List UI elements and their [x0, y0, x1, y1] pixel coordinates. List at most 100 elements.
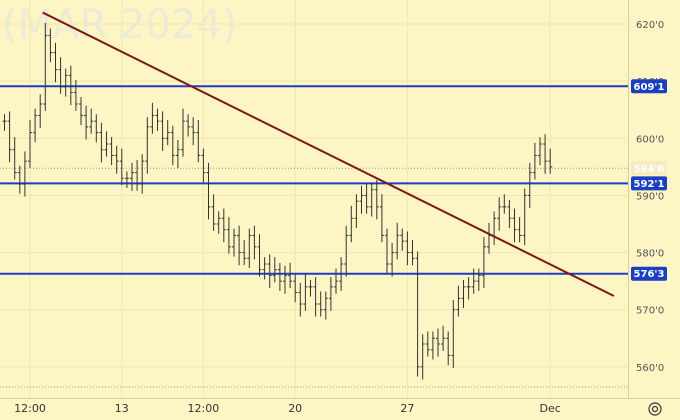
candle — [369, 182, 374, 217]
candle — [252, 225, 257, 260]
candle — [441, 325, 446, 351]
candle — [63, 68, 68, 97]
candle — [104, 131, 109, 157]
candle — [84, 105, 89, 140]
candle — [135, 160, 140, 191]
candle — [527, 162, 532, 208]
horizontal-levels — [0, 85, 628, 388]
candle — [262, 257, 267, 280]
candle — [186, 114, 191, 137]
price-badge: 592'1 — [631, 176, 667, 191]
candle — [522, 188, 527, 246]
candle — [390, 242, 395, 277]
candle — [181, 108, 185, 157]
candle — [221, 208, 226, 243]
candle — [400, 228, 405, 251]
candle — [298, 282, 303, 317]
candle — [430, 331, 435, 360]
candle — [497, 197, 502, 231]
x-tick-label: 12:00 — [14, 402, 46, 415]
candle — [237, 225, 242, 266]
candle — [379, 194, 384, 243]
candle — [12, 137, 17, 180]
candle — [216, 211, 221, 234]
candle — [114, 145, 119, 174]
candle — [451, 300, 456, 368]
x-tick-label: Dec — [540, 402, 561, 415]
candle — [354, 194, 359, 228]
price-badge: 609'1 — [631, 79, 667, 94]
candle — [395, 222, 400, 260]
candle — [481, 237, 486, 288]
gear-icon[interactable] — [648, 402, 662, 416]
candle — [196, 120, 201, 163]
candle — [267, 254, 272, 288]
candle — [507, 200, 512, 228]
candle — [28, 120, 32, 168]
candle — [33, 108, 38, 143]
candle — [415, 251, 420, 377]
candle — [140, 154, 145, 194]
candle — [99, 122, 104, 163]
candle — [211, 194, 216, 231]
x-tick-label: 13 — [115, 402, 129, 415]
candle — [323, 291, 328, 320]
candle — [79, 97, 83, 126]
candle — [334, 268, 338, 294]
candle — [201, 148, 206, 183]
candle — [226, 217, 231, 254]
candle — [512, 208, 517, 243]
candle — [359, 185, 364, 214]
candle — [328, 277, 333, 311]
candle — [232, 228, 236, 257]
price-badge: 576'3 — [631, 266, 667, 281]
candle — [349, 205, 354, 243]
candle — [247, 228, 252, 268]
candle — [339, 257, 344, 291]
candle — [293, 274, 298, 303]
candle — [543, 134, 548, 174]
y-tick-label: 600'0 — [636, 134, 664, 145]
candle — [7, 111, 12, 163]
candle — [313, 277, 318, 317]
candle — [385, 228, 389, 274]
candle — [548, 148, 553, 174]
candle — [502, 194, 507, 214]
candle — [466, 277, 471, 300]
candle — [124, 171, 129, 188]
candle — [58, 57, 63, 94]
candle — [425, 331, 430, 357]
candle — [43, 22, 48, 111]
y-tick-label: 580'0 — [636, 249, 664, 260]
candle — [461, 280, 466, 308]
candles — [2, 22, 553, 380]
candle — [17, 165, 22, 194]
candle — [374, 180, 379, 220]
svg-text:576'3: 576'3 — [634, 269, 665, 280]
candle — [364, 182, 369, 214]
candle — [538, 137, 542, 166]
candle — [175, 140, 180, 168]
candle — [206, 162, 211, 220]
candle — [191, 117, 196, 146]
candle — [165, 120, 170, 146]
candle — [257, 234, 262, 277]
candle — [130, 162, 134, 191]
candle — [405, 231, 410, 266]
candle — [22, 151, 27, 197]
candle — [53, 42, 58, 83]
candle — [48, 28, 53, 63]
trendline-path — [42, 11, 615, 297]
y-tick-label: 590'0 — [636, 191, 664, 202]
candle — [160, 111, 165, 151]
candle — [109, 137, 114, 166]
y-tick-label: 570'0 — [636, 306, 664, 317]
candle — [94, 114, 99, 143]
y-tick-label: 620'0 — [636, 20, 664, 31]
candle — [303, 274, 308, 311]
candle — [476, 268, 481, 291]
candle — [150, 102, 155, 134]
candle — [471, 268, 476, 294]
candle — [145, 117, 150, 174]
